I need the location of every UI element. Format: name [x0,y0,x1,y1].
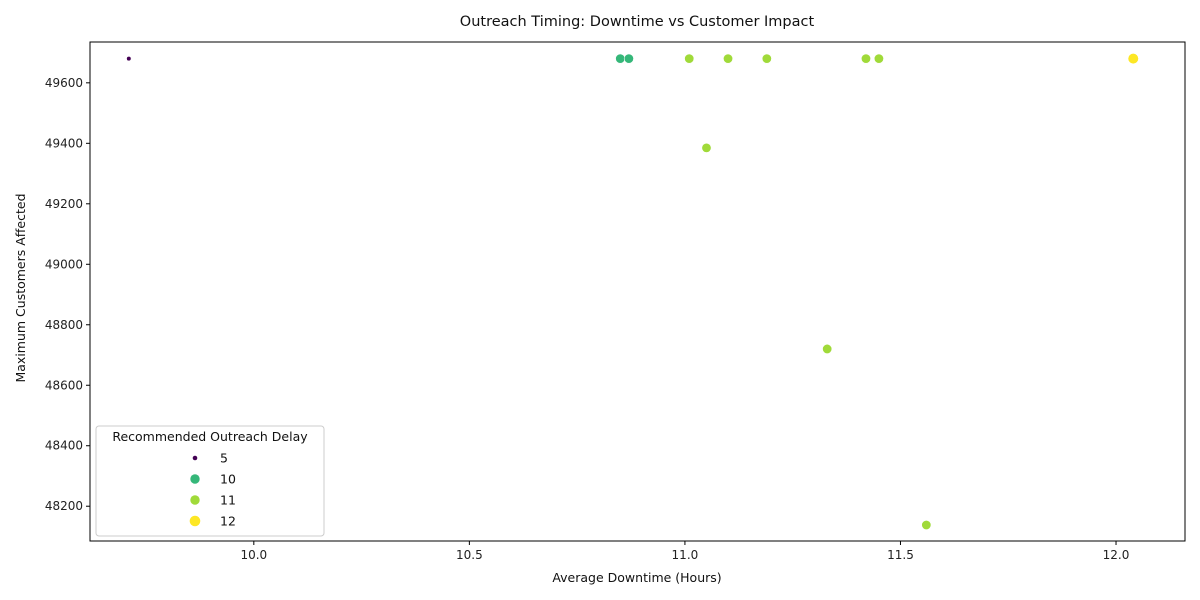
legend-marker [189,515,201,527]
data-point [723,53,734,64]
plot-frame [89,41,1186,542]
chart-title: Outreach Timing: Downtime vs Customer Im… [460,14,815,30]
data-point [860,53,871,64]
x-axis-label: Average Downtime (Hours) [552,570,721,585]
y-tick-label: 49400 [45,136,83,150]
x-tick-label: 10.0 [240,548,267,562]
legend-entries: 5 10 11 12 [189,451,236,529]
data-point [1127,53,1139,65]
axis-ticks: 10.0 10.5 11.0 11.5 12.0 48200 48400 48600 48800… [45,76,1130,562]
data-point [615,53,626,64]
data-point [684,53,695,64]
legend: Recommended Outreach Delay 5 10 11 12 [95,425,325,537]
legend-title: Recommended Outreach Delay [112,429,308,444]
data-point [623,53,634,64]
data-point [701,142,712,153]
data-points [126,53,1139,530]
data-point [126,56,132,62]
y-tick-label: 48200 [45,499,83,513]
x-tick-label: 10.5 [456,548,483,562]
data-point [921,519,932,530]
y-tick-label: 48400 [45,439,83,453]
legend-label: 10 [220,472,236,487]
y-axis-label: Maximum Customers Affected [13,193,28,382]
data-point [761,53,772,64]
y-tick-label: 48600 [45,378,83,392]
y-tick-label: 49000 [45,257,83,271]
legend-marker [190,474,200,484]
legend-label: 5 [220,451,228,466]
data-point [873,53,884,64]
legend-label: 11 [220,493,236,508]
y-tick-label: 49600 [45,76,83,90]
x-tick-label: 11.5 [887,548,914,562]
legend-box [95,425,325,537]
legend-label: 12 [220,514,236,529]
x-tick-label: 12.0 [1103,548,1130,562]
legend-marker [190,495,200,505]
data-point [822,343,833,354]
y-tick-label: 48800 [45,318,83,332]
y-tick-label: 49200 [45,197,83,211]
x-tick-label: 11.0 [672,548,699,562]
legend-marker [192,455,198,461]
